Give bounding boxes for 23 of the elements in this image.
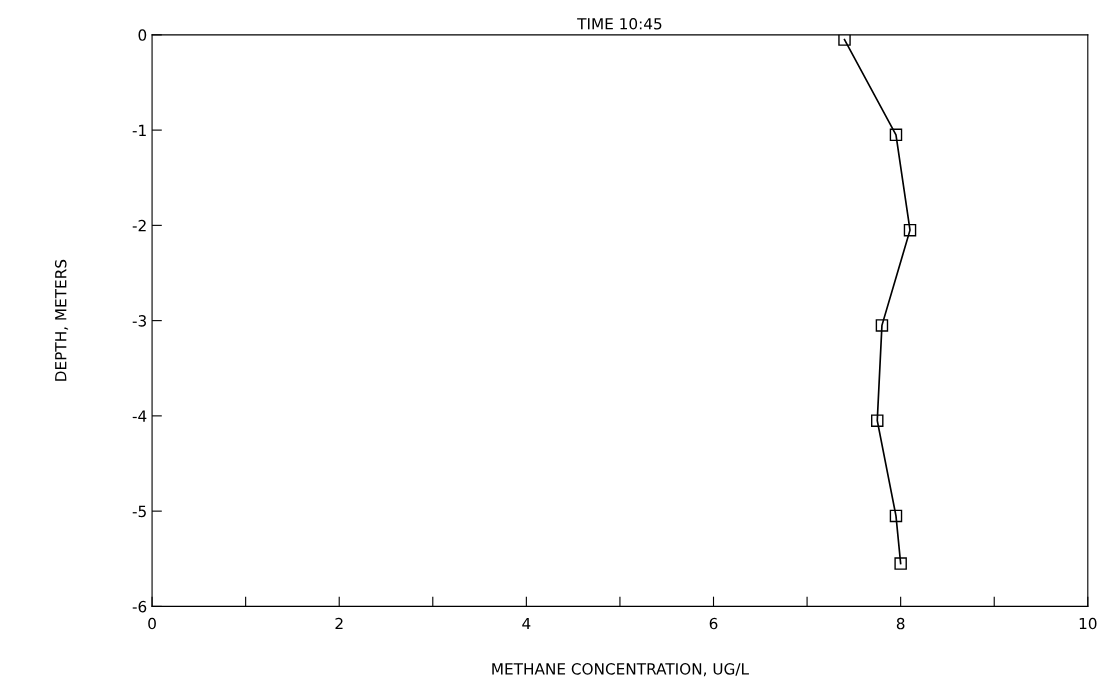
x-tick-label: 6	[709, 617, 718, 630]
x-tick-label: 8	[896, 617, 905, 630]
y-tick-label: -4	[132, 410, 147, 422]
y-tick-label: -1	[132, 124, 146, 136]
point	[903, 223, 917, 237]
point	[889, 128, 903, 142]
point	[889, 509, 903, 523]
x-tick-label: 2	[335, 617, 343, 630]
x-tick-label: 10	[1079, 617, 1097, 630]
x-axis-title: METHANE CONCENTRATION, UG/L	[492, 663, 749, 677]
y-tick-label: 0	[138, 29, 147, 41]
y-tick-label: -5	[132, 505, 146, 518]
point	[871, 414, 884, 427]
chart-title: TIME 10:45	[577, 17, 662, 30]
x-tick-label: 0	[148, 617, 156, 630]
y-tick-label: -6	[132, 600, 147, 613]
point	[838, 34, 851, 46]
point	[875, 319, 889, 332]
y-axis-title: DEPTH, METERS	[54, 259, 69, 381]
y-tick-label: -2	[132, 219, 146, 232]
y-tick-label: -3	[132, 315, 146, 327]
x-tick-label: 4	[522, 617, 531, 630]
point	[894, 557, 907, 570]
